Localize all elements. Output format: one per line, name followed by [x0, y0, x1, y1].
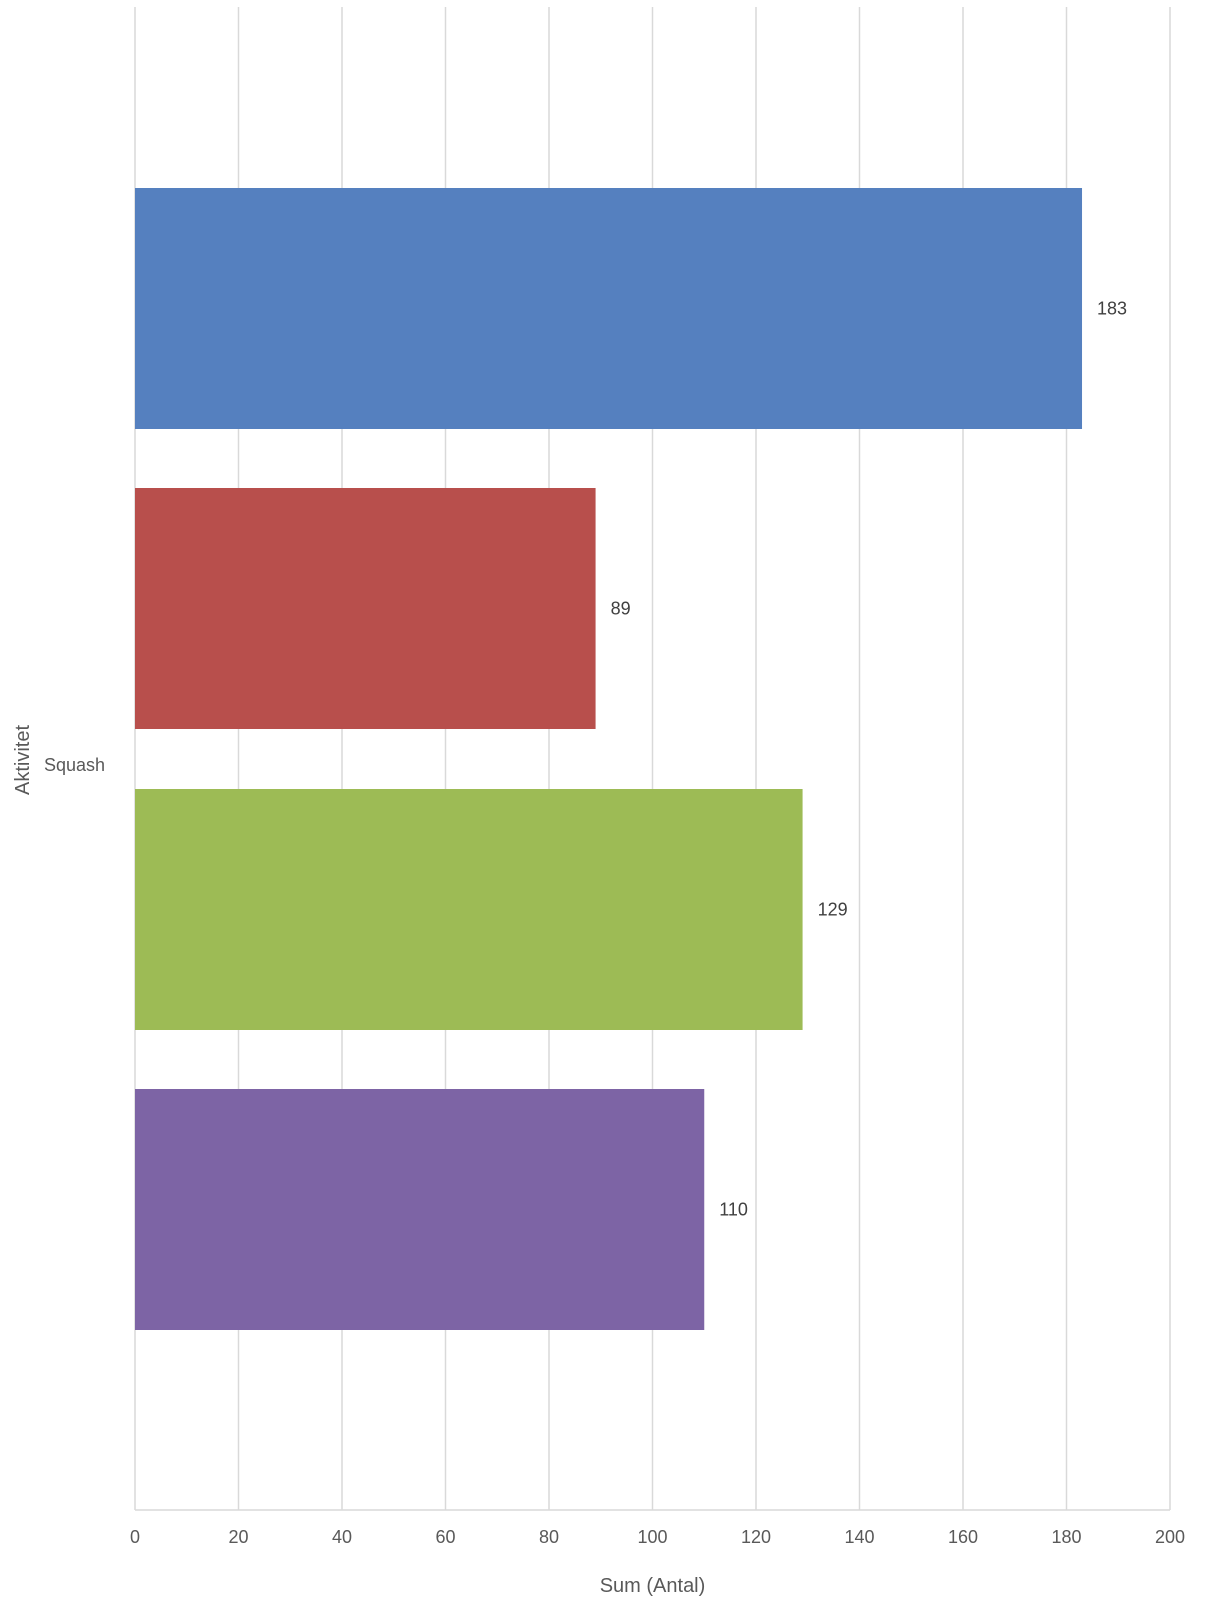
x-tick-label-60: 60 [435, 1527, 455, 1547]
category-label: Squash [44, 755, 105, 775]
x-tick-label-200: 200 [1155, 1527, 1185, 1547]
data-label-1: 183 [1097, 299, 1127, 319]
bar-4 [135, 1089, 705, 1330]
y-axis-title: Aktivitet [12, 725, 34, 795]
x-tick-label-0: 0 [130, 1527, 140, 1547]
data-label-3: 129 [818, 900, 848, 920]
x-tick-label-20: 20 [228, 1527, 248, 1547]
bar-3 [135, 789, 803, 1030]
data-label-2: 89 [611, 599, 631, 619]
x-tick-label-120: 120 [741, 1527, 771, 1547]
x-tick-label-140: 140 [844, 1527, 874, 1547]
x-axis-title: Sum (Antal) [600, 1575, 706, 1597]
x-tick-label-100: 100 [637, 1527, 667, 1547]
data-label-4: 110 [719, 1200, 748, 1220]
x-tick-label-40: 40 [332, 1527, 352, 1547]
x-tick-label-80: 80 [539, 1527, 559, 1547]
x-tick-label-180: 180 [1051, 1527, 1081, 1547]
bar-2 [135, 488, 596, 729]
x-tick-label-160: 160 [948, 1527, 978, 1547]
bar-1 [135, 188, 1083, 429]
data-labels: 183 89 129 110 [611, 299, 1127, 1220]
x-axis-ticks: 0 20 40 60 80 100 120 140 160 180 200 [130, 1527, 1185, 1547]
bars [135, 188, 1083, 1330]
